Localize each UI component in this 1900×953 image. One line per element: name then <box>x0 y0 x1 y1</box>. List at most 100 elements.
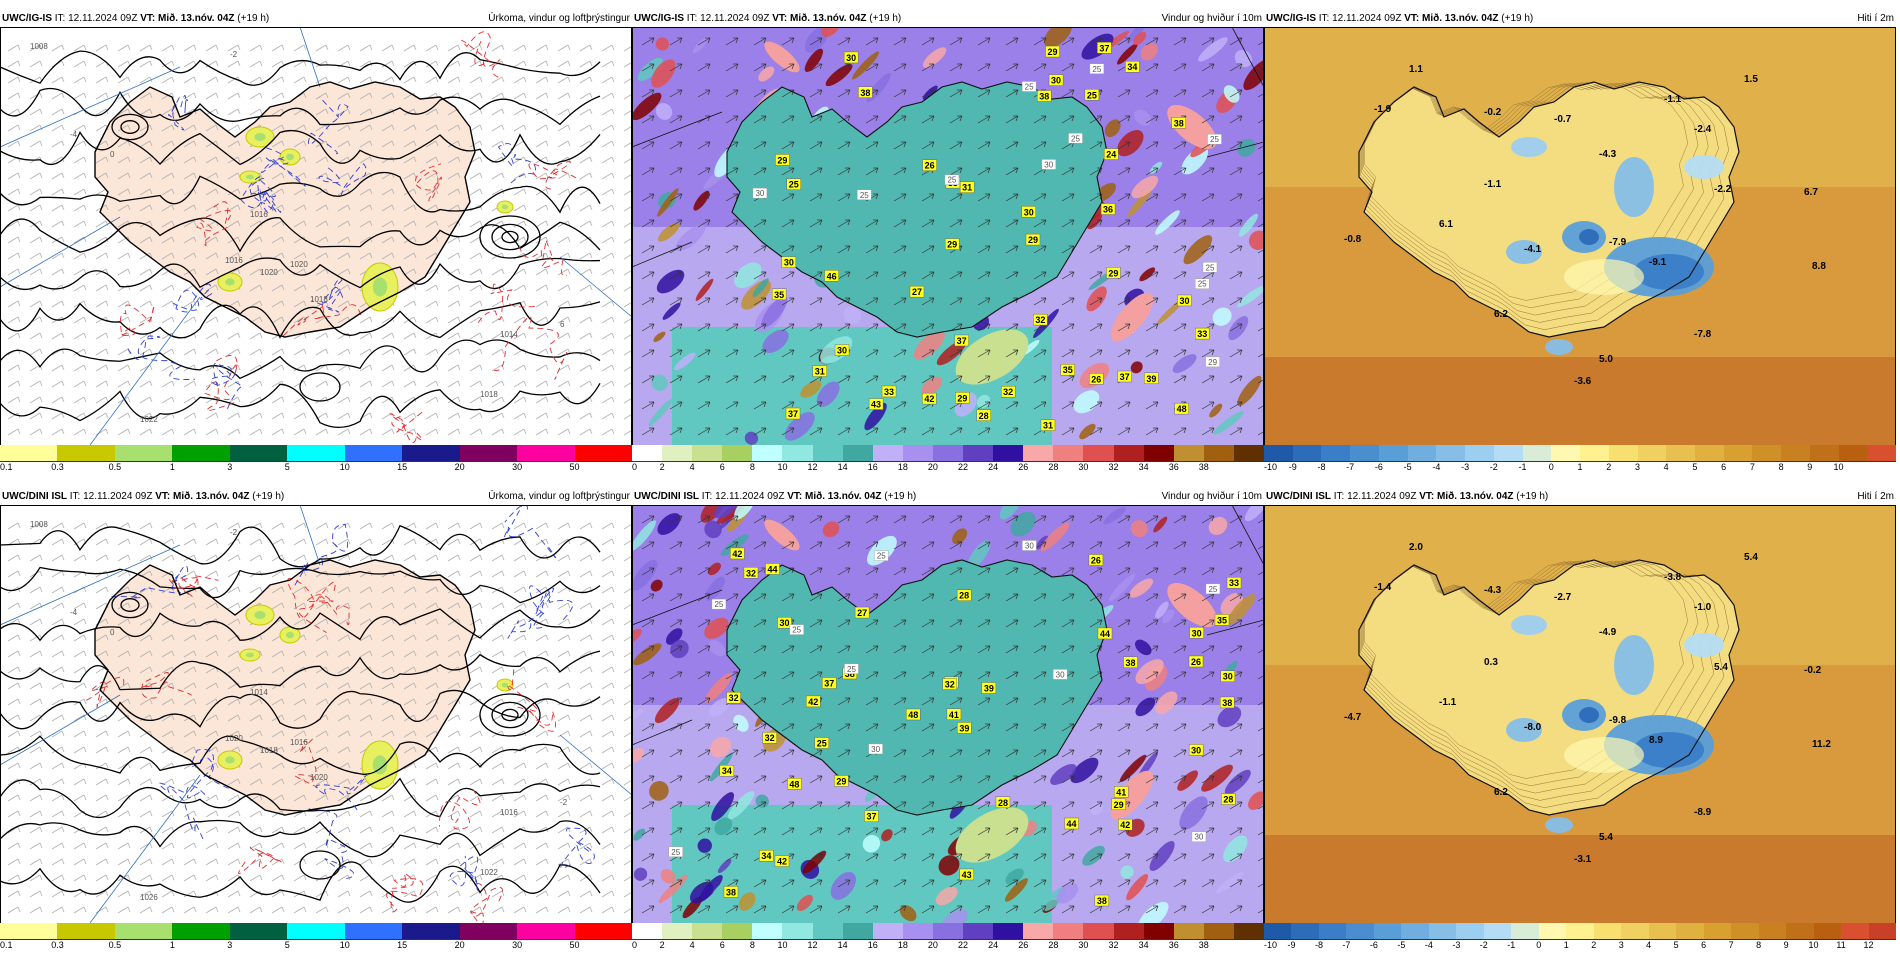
wind-speed-label: 37 <box>822 677 836 688</box>
wind-speed-label: 32 <box>744 567 758 578</box>
init-time-label: IT: <box>684 13 700 24</box>
legend-tick-label: -7 <box>1346 462 1354 472</box>
legend-swatch <box>1053 445 1083 461</box>
legend-swatch <box>1144 923 1174 939</box>
panel-header: UWC/DINI ISL IT: 12.11.2024 09Z VT: Mið.… <box>1264 488 1896 505</box>
legend-swatch <box>1321 445 1350 461</box>
legend-tick-label: 36 <box>1169 462 1179 472</box>
wind-speed-label: 33 <box>882 386 896 397</box>
wind-speed-label: 44 <box>1098 628 1112 639</box>
legend-swatch <box>1053 923 1083 939</box>
wind-speed-label: 44 <box>765 563 779 574</box>
wind-speed-label: 31 <box>1041 420 1055 431</box>
legend-tick-label: 28 <box>1048 462 1058 472</box>
legend-tick-label: 9 <box>1807 462 1812 472</box>
legend-tick-label: 1 <box>170 462 175 472</box>
legend-swatch <box>1731 923 1758 939</box>
wind-speed-label: 28 <box>1221 794 1235 805</box>
wind-speed-label: 38 <box>1172 117 1186 128</box>
svg-text:29: 29 <box>777 155 787 165</box>
svg-text:48: 48 <box>1177 404 1187 414</box>
gust-label: 30 <box>1022 540 1036 550</box>
legend-swatch <box>1786 923 1813 939</box>
temperature-value: -1.1 <box>1439 697 1457 708</box>
svg-text:37: 37 <box>1099 43 1109 53</box>
legend-swatch <box>230 445 287 461</box>
temperature-value: -9.8 <box>1609 715 1627 726</box>
legend-tick-label: 0 <box>632 940 637 950</box>
temperature-value: 2.0 <box>1409 542 1423 553</box>
svg-text:37: 37 <box>957 336 967 346</box>
gust-label: 25 <box>1090 64 1104 74</box>
init-time-value: 12.11.2024 09Z <box>1347 491 1419 502</box>
legend-swatch <box>813 445 843 461</box>
legend-swatch <box>575 445 632 461</box>
panel-run-info: UWC/IG-IS IT: 12.11.2024 09Z VT: Mið. 13… <box>634 10 901 27</box>
lead-time: (+19 h) <box>1516 491 1548 502</box>
valid-time: VT: Mið. 13.nóv. 04Z <box>1419 491 1516 502</box>
legend-swatch <box>1264 923 1291 939</box>
legend-tick-label: 12 <box>808 462 818 472</box>
temperature-value: -1.0 <box>1694 602 1712 613</box>
temperature-value: -1.1 <box>1664 94 1682 105</box>
temperature-value: 8.9 <box>1649 735 1663 746</box>
temperature-value: 5.0 <box>1599 354 1613 365</box>
legend-swatch <box>692 445 722 461</box>
legend-swatch <box>1867 445 1896 461</box>
init-time-label: IT: <box>699 491 715 502</box>
legend-tick-label: 24 <box>988 940 998 950</box>
gust-label: 25 <box>1195 279 1209 289</box>
valid-time: VT: Mið. 13.nóv. 04Z <box>772 13 869 24</box>
legend-swatch <box>903 923 933 939</box>
svg-text:31: 31 <box>962 183 972 193</box>
panel-header: UWC/IG-IS IT: 12.11.2024 09Z VT: Mið. 13… <box>632 10 1264 27</box>
panel-header: UWC/IG-IS IT: 12.11.2024 09Z VT: Mið. 13… <box>1264 10 1896 27</box>
temperature-value: 11.2 <box>1812 739 1831 750</box>
legend-tick-label: 22 <box>958 940 968 950</box>
svg-text:30: 30 <box>755 189 764 198</box>
svg-text:38: 38 <box>1174 118 1184 128</box>
legend-tick-label: 11 <box>1836 940 1845 950</box>
legend-tick-label: 15 <box>397 940 407 950</box>
legend-swatch <box>1810 445 1839 461</box>
init-time-value: 12.11.2024 09Z <box>68 13 140 24</box>
wind-speed-label: 29 <box>775 154 789 165</box>
legend-swatch <box>1869 923 1896 939</box>
legend-swatch <box>402 445 459 461</box>
panel-run-info: UWC/DINI ISL IT: 12.11.2024 09Z VT: Mið.… <box>1266 488 1548 505</box>
wind-speed-label: 42 <box>922 393 936 404</box>
wind-speed-label: 35 <box>1061 364 1075 375</box>
legend-swatch <box>722 923 752 939</box>
wind-speed-label: 29 <box>945 239 959 250</box>
legend-swatch <box>1566 923 1593 939</box>
temperature-value: -4.1 <box>1524 244 1542 255</box>
legend-swatch <box>963 445 993 461</box>
legend-tick-label: 12 <box>808 940 818 950</box>
legend-tick-label: 28 <box>1048 940 1058 950</box>
legend-tick-label: 50 <box>570 462 580 472</box>
legend-tick-label: 10 <box>1834 462 1844 472</box>
temperature-value: -3.6 <box>1574 376 1592 387</box>
legend-swatch <box>1083 445 1113 461</box>
wind-speed-label: 35 <box>1215 614 1229 625</box>
wind-speed-label: 32 <box>943 679 957 690</box>
svg-text:42: 42 <box>924 394 934 404</box>
gust-label: 25 <box>945 175 959 185</box>
temperature-value: 1.1 <box>1409 64 1423 75</box>
legend-swatch <box>1456 923 1483 939</box>
legend-tick-label: 2 <box>660 462 665 472</box>
svg-text:30: 30 <box>1051 76 1061 86</box>
init-time-value: 12.11.2024 09Z <box>715 491 787 502</box>
gust-label: 30 <box>753 188 767 198</box>
valid-time: VT: Mið. 13.nóv. 04Z <box>155 491 252 502</box>
svg-text:38: 38 <box>860 88 870 98</box>
mild-area <box>1564 737 1644 773</box>
wind-speed-label: 33 <box>1227 577 1241 588</box>
legend-swatch <box>1293 445 1322 461</box>
legend-tick-label: 30 <box>1078 462 1088 472</box>
panel-header: UWC/IG-IS IT: 12.11.2024 09Z VT: Mið. 13… <box>0 10 632 27</box>
